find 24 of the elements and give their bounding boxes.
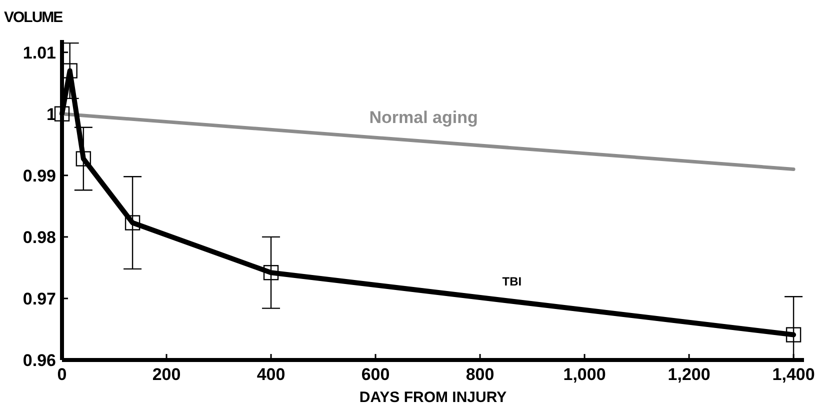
x-tick-label: 200	[152, 365, 181, 384]
x-tick-label: 0	[57, 365, 67, 384]
y-axis-title: VOLUME	[4, 9, 64, 26]
y-tick-label: 1.01	[22, 43, 56, 62]
y-tick-label: 0.96	[22, 351, 56, 370]
point	[62, 63, 78, 78]
point	[263, 265, 279, 280]
y-tick-label: 0.97	[22, 289, 56, 308]
y-tick-label: 0.98	[22, 228, 56, 247]
point	[124, 215, 140, 230]
x-tick-label: 800	[466, 365, 494, 384]
x-tick-label: 400	[256, 365, 286, 384]
point	[54, 106, 70, 122]
series-label: TBI	[502, 274, 522, 289]
point	[76, 151, 92, 166]
x-tick-label: 1,400	[772, 365, 815, 384]
y-tick-label: 1	[46, 104, 56, 124]
point	[786, 327, 802, 342]
x-tick-label: 1,200	[668, 365, 710, 384]
x-tick-label: 600	[361, 365, 390, 384]
x-axis-title: DAYS FROM INJURY	[359, 389, 507, 406]
y-tick-label: 0.99	[22, 166, 56, 186]
x-tick-label: 1,000	[563, 365, 606, 384]
series-label: Normal aging	[369, 108, 478, 128]
